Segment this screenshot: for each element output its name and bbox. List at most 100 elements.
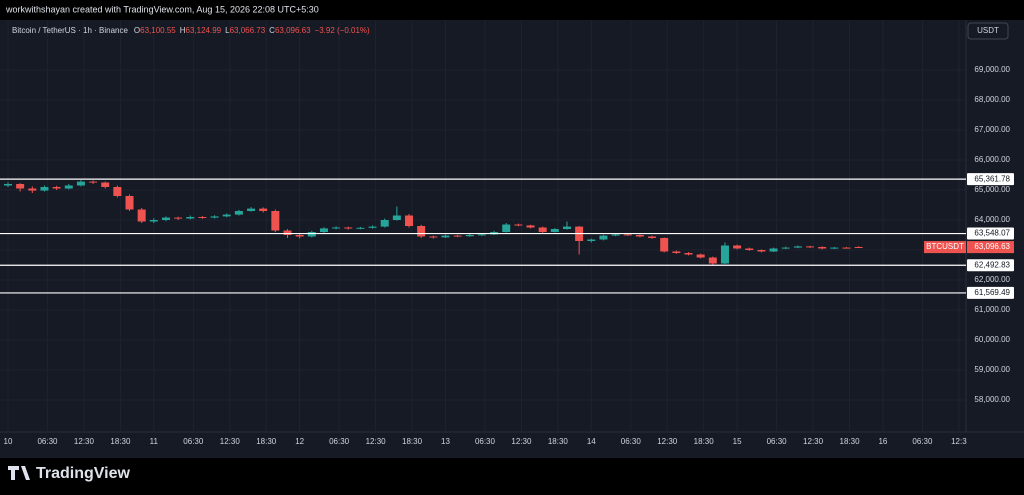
x-tick-label: 06:30 (37, 437, 58, 446)
candle-body (733, 245, 742, 249)
watermark: workwithshayan created with TradingView.… (5, 4, 319, 14)
candle-body (271, 211, 280, 231)
level-label-box (967, 259, 1014, 272)
level-label-box (967, 227, 1014, 240)
candle-body (417, 226, 426, 237)
candle-body (307, 232, 316, 237)
candle-body (89, 181, 98, 183)
x-tick-label: 18:30 (110, 437, 131, 446)
symbol-tag-label: BTCUSDT (926, 242, 964, 251)
candle-body (648, 236, 657, 238)
level-label: 65,361.78 (974, 174, 1010, 183)
y-tick-label: 62,000.00 (974, 275, 1010, 284)
candle-body (247, 208, 256, 211)
x-tick-label: 11 (150, 437, 159, 446)
x-tick-label: 18:30 (840, 437, 861, 446)
candle-body (40, 187, 49, 191)
candle-body (806, 246, 815, 248)
level-label-box (967, 173, 1014, 186)
candle-body (830, 247, 839, 249)
y-tick-label: 65,000.00 (974, 185, 1010, 194)
candle-body (161, 217, 170, 220)
candle-body (149, 220, 158, 222)
y-tick-label: 58,000.00 (974, 395, 1010, 404)
x-tick-label: 14 (587, 437, 596, 446)
legend: Bitcoin / TetherUS · 1h · Binance O63,100… (12, 26, 370, 35)
x-tick-label: 12:30 (803, 437, 824, 446)
candle-body (28, 188, 37, 191)
last-price-box (967, 241, 1014, 254)
brand: TradingView (36, 465, 131, 482)
candle-body (295, 235, 304, 237)
candle-body (781, 247, 790, 249)
x-tick-label: 12:3 (951, 437, 967, 446)
level-label: 63,548.07 (974, 229, 1010, 238)
candle-body (842, 247, 851, 249)
candle-body (550, 229, 559, 232)
x-tick-label: 12:30 (366, 437, 387, 446)
legend-item: C (269, 26, 275, 35)
x-tick-label: 06:30 (767, 437, 788, 446)
y-tick-label: 59,000.00 (974, 365, 1010, 374)
x-tick-label: 13 (441, 437, 450, 446)
candle-body (174, 217, 183, 219)
candle-body (623, 234, 632, 236)
candle-body (380, 220, 389, 227)
candle-body (526, 225, 535, 228)
candle-body (465, 235, 474, 237)
candle-body (514, 224, 523, 226)
x-tick-label: 18:30 (548, 437, 569, 446)
x-tick-label: 18:30 (256, 437, 277, 446)
x-tick-label: 06:30 (183, 437, 204, 446)
candle-body (332, 227, 341, 229)
candle-body (818, 247, 827, 249)
candle-body (125, 196, 134, 210)
candle-body (708, 257, 717, 264)
candle-body (76, 181, 85, 186)
candle-body (4, 184, 12, 186)
level-label: 62,492.83 (974, 260, 1010, 269)
legend-item: O (134, 26, 140, 35)
candle-body (611, 234, 620, 236)
legend-item: H (180, 26, 186, 35)
y-tick-label: 69,000.00 (974, 65, 1010, 74)
currency[interactable]: USDT (977, 26, 999, 35)
x-tick-label: 18:30 (402, 437, 423, 446)
y-tick-label: 60,000.00 (974, 335, 1010, 344)
legend-item: Bitcoin / TetherUS · 1h · Binance (12, 26, 128, 35)
candle-body (283, 230, 292, 235)
candle-body (16, 184, 25, 189)
legend-item: 63,066.73 (230, 26, 266, 35)
candle-body (562, 226, 571, 229)
candle-body (319, 228, 328, 232)
legend-item: 63,100.55 (140, 26, 176, 35)
candle-body (356, 227, 365, 229)
x-tick-label: 15 (733, 437, 742, 446)
x-tick-label: 16 (878, 437, 887, 446)
x-tick-label: 12:30 (657, 437, 678, 446)
x-tick-label: 12 (295, 437, 304, 446)
candle-body (660, 238, 669, 252)
candle-body (672, 251, 681, 253)
candle-body (186, 217, 195, 219)
candle-body (684, 253, 693, 255)
candle-body (405, 215, 414, 226)
candle-body (477, 234, 486, 236)
grid (0, 20, 966, 432)
candle-body (368, 226, 377, 228)
candle-body (222, 214, 231, 217)
candle-body (441, 235, 450, 238)
x-tick-label: 06:30 (329, 437, 350, 446)
axes: 58,000.00 59,000.00 60,000.00 61,000.00 62,0… (4, 65, 1014, 446)
candle-body (696, 254, 705, 258)
legend-item: 63,096.63 (275, 26, 311, 35)
x-tick-label: 12:30 (511, 437, 532, 446)
last-price-label: 63,096.63 (974, 242, 1010, 251)
candle-body (720, 245, 729, 264)
candle-body (259, 208, 268, 211)
currency-button[interactable] (967, 22, 1009, 40)
candle-body (453, 235, 462, 237)
level-label-box (967, 286, 1014, 299)
plot (0, 178, 966, 294)
